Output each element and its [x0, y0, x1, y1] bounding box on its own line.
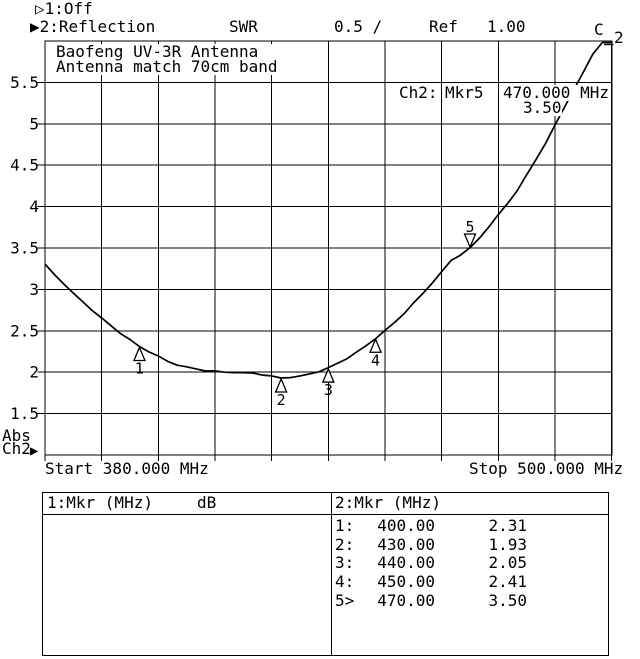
plot-title-line2: Antenna match 70cm band: [56, 56, 278, 76]
marker-table-divider: [331, 493, 332, 655]
marker-number-label: 5: [466, 218, 475, 236]
cal-status: C: [594, 20, 604, 39]
y-axis-tick-label: 4.5: [10, 156, 39, 175]
marker-row-frequency: 470.00: [377, 590, 435, 610]
ref-level-pointer-icon: ▶: [30, 443, 39, 459]
y-axis-tick-label: 2: [29, 363, 39, 382]
marker-row-value: 3.50: [488, 590, 527, 610]
marker-triangle: [369, 337, 383, 353]
y-axis-tick-label: 5: [29, 114, 39, 133]
plot-title-line1: Baofeng UV-3R Antenna: [56, 42, 259, 61]
readout-frequency: 470.000 MHz: [503, 83, 609, 102]
channel1-label: 1:Off: [44, 0, 93, 18]
readout-marker: Mkr5: [445, 83, 484, 102]
marker-triangle: [132, 345, 146, 362]
scale-per-div: 0.5 /: [334, 17, 383, 36]
marker-number-label: 1: [135, 360, 144, 378]
stop-frequency-label: Stop 500.000 MHz: [469, 459, 624, 478]
y-axis-tick-label: 3: [29, 280, 39, 299]
marker-triangle: [274, 377, 288, 393]
y-axis-tick-label: 4: [29, 197, 39, 216]
trace-number-label: 2: [614, 28, 624, 47]
marker-number-label: 3: [324, 381, 333, 399]
marker-row-frequency: 400.00: [377, 516, 435, 535]
ref-label: Ref: [429, 17, 458, 36]
channel1-pointer-icon: ▷: [35, 0, 45, 18]
format-label: SWR: [229, 17, 258, 36]
marker-row-frequency: 430.00: [377, 534, 435, 554]
marker-row-number: 4:: [335, 572, 355, 592]
axis-label-ch2: Ch2: [2, 439, 31, 458]
marker-triangle: [321, 367, 335, 383]
ref-value: 1.00: [487, 17, 526, 36]
marker-row-number: 5>: [335, 590, 355, 610]
marker-row-value: 2.41: [488, 572, 527, 592]
marker-table-right-header: 2:Mkr (MHz): [335, 493, 441, 512]
marker-row-value: 2.31: [488, 516, 527, 535]
marker-table-left-header: 1:Mkr (MHz): [47, 493, 153, 512]
marker-number-label: 2: [277, 391, 286, 409]
marker-row-number: 3:: [335, 553, 355, 573]
channel2-label: 2:Reflection: [39, 17, 156, 36]
y-axis-tick-label: 2.5: [10, 321, 39, 340]
marker-table: 1:Mkr (MHz) dB 2:Mkr (MHz) 1: 400.00 2.31 2…: [42, 492, 609, 656]
channel2-status: ▶2:Reflection: [30, 19, 155, 35]
marker-row-frequency: 440.00: [377, 553, 435, 573]
marker-number-label: 4: [371, 351, 380, 369]
readout-value: 3.50: [523, 98, 562, 117]
marker-row-value: 2.05: [488, 553, 527, 573]
channel2-pointer-icon: ▶: [30, 17, 40, 36]
start-frequency-label: Start 380.000 MHz: [45, 459, 209, 478]
marker-row-number: 1:: [335, 516, 355, 535]
marker-row-value: 1.93: [488, 534, 527, 554]
marker-table-header-separator: [43, 514, 608, 515]
y-axis-tick-label: 3.5: [10, 239, 39, 258]
readout-channel: Ch2:: [399, 83, 438, 102]
y-axis-tick-label: 5.5: [10, 73, 39, 92]
marker-table-left-unit: dB: [197, 493, 217, 512]
axis-channel-label: Abs Ch2: [2, 426, 31, 458]
marker-row-number: 2:: [335, 534, 355, 554]
y-axis-tick-label: 1.5: [10, 404, 39, 423]
axis-label-abs: Abs: [2, 426, 31, 445]
active-marker-triangle: [463, 233, 477, 249]
plot-title: Baofeng UV-3R Antenna Antenna match 70cm …: [53, 44, 281, 75]
channel1-status: ▷1:Off: [35, 1, 93, 17]
marker-row-frequency: 450.00: [377, 572, 435, 592]
